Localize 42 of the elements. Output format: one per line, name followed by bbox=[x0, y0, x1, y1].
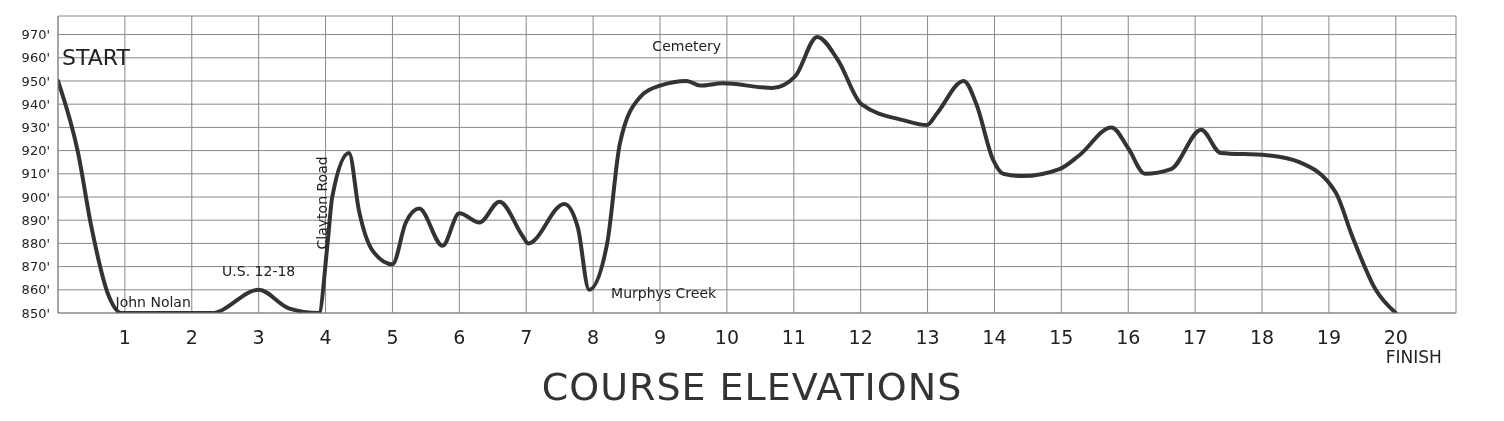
y-tick-label: 910' bbox=[21, 166, 50, 182]
y-tick-label: 850' bbox=[21, 305, 50, 321]
y-tick-label: 870' bbox=[21, 259, 50, 275]
annotation: START bbox=[62, 44, 131, 70]
x-tick-label: 5 bbox=[386, 326, 399, 349]
x-tick-label: 19 bbox=[1316, 326, 1341, 349]
y-tick-label: 940' bbox=[21, 96, 50, 112]
x-tick-label: 16 bbox=[1116, 326, 1141, 349]
y-tick-label: 930' bbox=[21, 119, 50, 135]
y-tick-label: 950' bbox=[21, 73, 50, 89]
x-tick-label: 12 bbox=[848, 326, 873, 349]
x-tick-label: 3 bbox=[252, 326, 265, 349]
annotation: John Nolan bbox=[114, 294, 191, 310]
y-tick-label: 970' bbox=[21, 27, 50, 43]
annotation: U.S. 12-18 bbox=[222, 262, 296, 279]
y-tick-label: 920' bbox=[21, 143, 50, 159]
x-tick-label: 2 bbox=[185, 326, 198, 349]
y-tick-label: 890' bbox=[21, 212, 50, 228]
text: FINISH bbox=[1385, 347, 1442, 367]
text: COURSE ELEVATIONS bbox=[541, 365, 963, 409]
annotation: Cemetery bbox=[652, 37, 722, 54]
x-tick-label: 9 bbox=[653, 326, 667, 349]
x-tick-label: 13 bbox=[915, 326, 940, 349]
x-tick-label: 1 bbox=[118, 326, 131, 349]
x-tick-label: 8 bbox=[587, 326, 600, 349]
y-tick-label: 880' bbox=[21, 236, 50, 252]
x-tick-label: 11 bbox=[781, 326, 806, 349]
x-tick-label: 15 bbox=[1049, 326, 1074, 349]
annotation: Clayton Road bbox=[313, 156, 330, 250]
x-tick-label: 4 bbox=[319, 326, 332, 349]
x-tick-label: 7 bbox=[520, 326, 533, 349]
annotation: Murphys Creek bbox=[611, 284, 718, 301]
x-tick-label: 17 bbox=[1183, 326, 1208, 349]
y-tick-label: 900' bbox=[21, 189, 50, 205]
x-tick-label: 10 bbox=[714, 326, 739, 349]
x-tick-label: 6 bbox=[453, 326, 466, 349]
x-tick-label: 18 bbox=[1249, 326, 1275, 349]
y-tick-label: 860' bbox=[21, 282, 50, 298]
x-tick-label: 14 bbox=[982, 326, 1007, 349]
x-tick-label: 20 bbox=[1383, 326, 1408, 349]
line-series bbox=[58, 34, 1398, 313]
y-tick-label: 960' bbox=[21, 50, 50, 66]
